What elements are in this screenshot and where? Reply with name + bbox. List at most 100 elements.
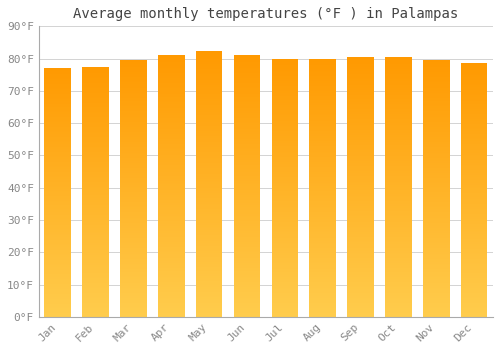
Bar — [196, 225, 222, 226]
Bar — [461, 246, 487, 247]
Bar — [348, 183, 374, 185]
Bar — [310, 105, 336, 107]
Bar — [348, 90, 374, 92]
Bar — [82, 97, 109, 98]
Bar — [196, 299, 222, 301]
Bar — [158, 282, 184, 284]
Bar — [310, 116, 336, 117]
Bar — [44, 245, 71, 247]
Bar — [461, 65, 487, 67]
Bar — [348, 234, 374, 236]
Bar — [348, 144, 374, 145]
Bar — [44, 170, 71, 172]
Bar — [272, 234, 298, 236]
Bar — [196, 64, 222, 65]
Bar — [158, 261, 184, 263]
Bar — [158, 160, 184, 162]
Bar — [423, 105, 450, 106]
Bar — [196, 214, 222, 216]
Bar — [158, 294, 184, 296]
Bar — [120, 236, 146, 238]
Bar — [234, 68, 260, 69]
Bar — [82, 73, 109, 75]
Bar — [234, 130, 260, 132]
Bar — [385, 62, 411, 64]
Bar — [272, 145, 298, 146]
Bar — [348, 258, 374, 260]
Bar — [234, 90, 260, 92]
Bar — [272, 186, 298, 188]
Bar — [348, 279, 374, 280]
Bar — [158, 68, 184, 69]
Bar — [423, 192, 450, 194]
Bar — [44, 294, 71, 295]
Bar — [310, 206, 336, 208]
Bar — [158, 249, 184, 251]
Bar — [461, 220, 487, 222]
Bar — [82, 270, 109, 272]
Bar — [120, 240, 146, 242]
Bar — [272, 214, 298, 215]
Bar — [310, 303, 336, 305]
Bar — [385, 263, 411, 265]
Bar — [82, 245, 109, 247]
Bar — [310, 198, 336, 200]
Bar — [423, 128, 450, 130]
Bar — [385, 218, 411, 220]
Bar — [82, 205, 109, 207]
Bar — [348, 211, 374, 213]
Bar — [120, 295, 146, 296]
Bar — [461, 149, 487, 151]
Bar — [120, 271, 146, 272]
Bar — [158, 151, 184, 153]
Bar — [272, 257, 298, 258]
Bar — [348, 180, 374, 182]
Bar — [44, 103, 71, 104]
Bar — [461, 231, 487, 232]
Bar — [82, 310, 109, 312]
Bar — [82, 257, 109, 258]
Bar — [82, 90, 109, 92]
Bar — [348, 119, 374, 121]
Bar — [461, 243, 487, 244]
Bar — [196, 149, 222, 150]
Bar — [272, 315, 298, 317]
Bar — [310, 114, 336, 116]
Bar — [385, 88, 411, 90]
Bar — [234, 135, 260, 137]
Bar — [44, 164, 71, 166]
Bar — [348, 284, 374, 286]
Bar — [82, 285, 109, 287]
Bar — [272, 310, 298, 312]
Bar — [44, 116, 71, 118]
Bar — [44, 315, 71, 317]
Bar — [348, 265, 374, 267]
Bar — [158, 118, 184, 120]
Bar — [272, 202, 298, 203]
Bar — [82, 203, 109, 205]
Bar — [310, 264, 336, 265]
Bar — [423, 176, 450, 178]
Bar — [461, 295, 487, 296]
Bar — [272, 107, 298, 108]
Bar — [44, 94, 71, 96]
Bar — [348, 289, 374, 291]
Bar — [385, 95, 411, 97]
Bar — [196, 115, 222, 117]
Bar — [120, 197, 146, 199]
Bar — [272, 177, 298, 179]
Bar — [310, 243, 336, 245]
Bar — [385, 196, 411, 197]
Bar — [158, 130, 184, 132]
Bar — [423, 293, 450, 295]
Bar — [272, 265, 298, 267]
Bar — [82, 148, 109, 150]
Bar — [234, 66, 260, 68]
Bar — [348, 312, 374, 313]
Bar — [385, 147, 411, 149]
Bar — [234, 198, 260, 200]
Bar — [44, 252, 71, 254]
Bar — [461, 187, 487, 188]
Bar — [348, 95, 374, 97]
Bar — [272, 308, 298, 310]
